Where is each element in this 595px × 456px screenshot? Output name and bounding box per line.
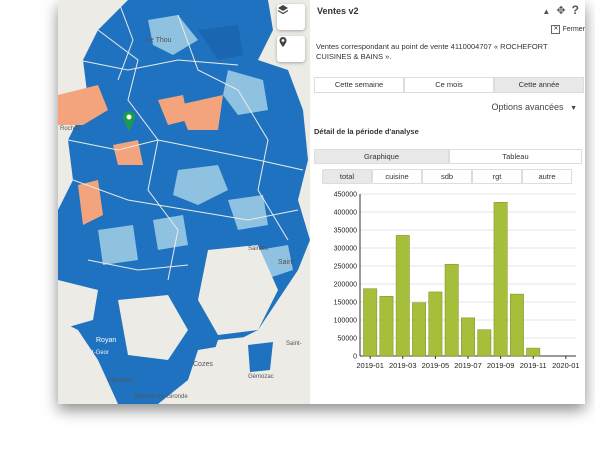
close-label: Fermer xyxy=(562,26,585,33)
y-tick-label: 100000 xyxy=(334,318,357,325)
y-tick-label: 300000 xyxy=(334,246,357,253)
move-icon[interactable]: ✥ xyxy=(556,5,566,17)
location-button[interactable] xyxy=(277,36,305,62)
sales-panel: Ventes v2 ▲ ✥ ? ✕ Fermer Ventes correspo… xyxy=(310,0,585,404)
layers-button[interactable] xyxy=(277,4,305,30)
panel-title: Ventes v2 xyxy=(317,6,359,16)
x-tick-label: 2020-01 xyxy=(552,361,580,370)
x-tick-label: 2019-01 xyxy=(356,361,384,370)
map-label-saint-2: Saint- xyxy=(286,341,302,347)
bar xyxy=(493,202,508,357)
tab-total[interactable]: total xyxy=(322,169,372,184)
tab-this-year[interactable]: Cette année xyxy=(494,77,584,93)
map-label-saint-georges: Saint-Geor xyxy=(80,350,109,356)
bar xyxy=(363,288,378,357)
close-toggle[interactable]: ✕ Fermer xyxy=(551,25,585,34)
advanced-options-toggle[interactable]: Options avancées ▼ xyxy=(492,102,578,112)
sales-chart: 0 50000 100000 150000 200000 250000 300000 3500… xyxy=(314,188,580,378)
bar xyxy=(526,347,541,357)
y-tick-label: 250000 xyxy=(334,264,357,271)
y-tick-label: 0 xyxy=(353,354,357,361)
panel-tools: ▲ ✥ ? xyxy=(539,3,579,17)
y-tick-label: 150000 xyxy=(334,300,357,307)
tab-table[interactable]: Tableau xyxy=(449,149,582,164)
tab-cuisine[interactable]: cuisine xyxy=(372,169,422,184)
y-tick-label: 50000 xyxy=(338,336,358,343)
collapse-icon[interactable]: ▲ xyxy=(542,7,551,16)
tab-chart[interactable]: Graphique xyxy=(314,149,449,164)
bar-chart-svg: 0 50000 100000 150000 200000 250000 300000 3500… xyxy=(334,192,580,371)
map-label-le-thou: Le Thou xyxy=(146,37,172,44)
location-pin-icon xyxy=(279,37,287,47)
y-tick-label: 400000 xyxy=(334,210,357,217)
layers-icon xyxy=(277,5,289,15)
map-label-gemozac: Gémozac xyxy=(248,374,274,380)
tab-rgt[interactable]: rgt xyxy=(472,169,522,184)
app-window: Le Thou Rochef Royan Saint-Geor Meschers… xyxy=(58,0,585,404)
bar xyxy=(395,235,410,357)
map-view[interactable]: Le Thou Rochef Royan Saint-Geor Meschers… xyxy=(58,0,310,404)
tab-sdb[interactable]: sdb xyxy=(422,169,472,184)
view-tabs: Graphique Tableau xyxy=(314,149,582,164)
bar xyxy=(461,317,475,357)
panel-description: Ventes correspondant au point de vente 4… xyxy=(316,42,548,61)
y-tick-label: 450000 xyxy=(334,192,357,199)
map-label-talmont: Talmont-sur-Gironde xyxy=(133,394,188,400)
x-tick-label: 2019-09 xyxy=(487,361,515,370)
tab-this-month[interactable]: Ce mois xyxy=(404,77,494,93)
map-label-rochefort: Rochef xyxy=(60,126,79,132)
y-tick-label: 200000 xyxy=(334,282,357,289)
x-tick-label: 2019-03 xyxy=(389,361,417,370)
map-label-saintes: Saintes xyxy=(248,246,268,252)
period-tabs: Cette semaine Ce mois Cette année xyxy=(314,77,584,93)
advanced-options-label: Options avancées xyxy=(491,102,564,112)
chevron-down-icon: ▼ xyxy=(570,105,577,112)
tab-this-week[interactable]: Cette semaine xyxy=(314,77,404,93)
map-label-saint: Saint xyxy=(278,259,294,266)
category-tabs: total cuisine sdb rgt autre xyxy=(322,169,572,184)
x-tick-label: 2019-07 xyxy=(454,361,482,370)
map-label-royan: Royan xyxy=(96,337,116,344)
close-checkbox[interactable]: ✕ xyxy=(551,25,561,34)
bar xyxy=(477,329,492,357)
y-tick-label: 350000 xyxy=(334,228,357,235)
bar xyxy=(509,293,524,357)
x-tick-label: 2019-11 xyxy=(520,361,547,370)
map-label-cozes: Cozes xyxy=(193,361,213,368)
tab-autre[interactable]: autre xyxy=(522,169,572,184)
map-canvas[interactable]: Le Thou Rochef Royan Saint-Geor Meschers… xyxy=(58,0,310,404)
x-tick-label: 2019-05 xyxy=(422,361,450,370)
bar xyxy=(412,302,427,357)
help-icon[interactable]: ? xyxy=(571,3,579,17)
detail-title: Détail de la période d'analyse xyxy=(314,127,419,136)
bar xyxy=(379,295,394,357)
bar xyxy=(428,291,443,357)
map-label-meschers: Meschers xyxy=(108,378,134,384)
bar xyxy=(444,263,459,357)
